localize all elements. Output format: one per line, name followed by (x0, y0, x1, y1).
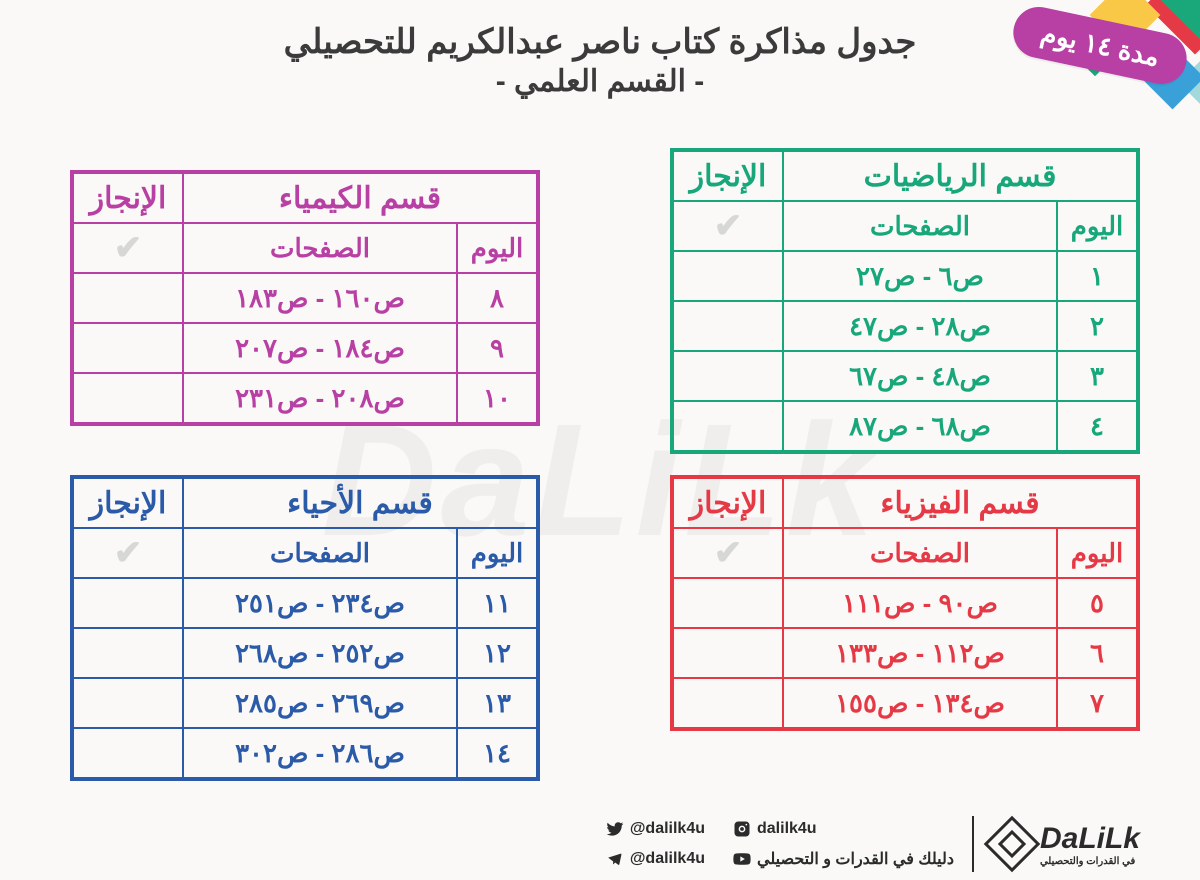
done-cell (673, 401, 783, 451)
table-row: ٧ص١٣٤ - ص١٥٥ (673, 678, 1137, 728)
pages-cell: ص١٨٤ - ص٢٠٧ (183, 323, 457, 373)
done-cell (673, 628, 783, 678)
page-subtitle: - القسم العلمي - (140, 64, 1060, 99)
table-row: ١٠ص٢٠٨ - ص٢٣١ (73, 373, 537, 423)
pages-cell: ص١٣٤ - ص١٥٥ (783, 678, 1057, 728)
day-cell: ١٠ (457, 373, 537, 423)
col-day-label: اليوم (457, 223, 537, 273)
sections-grid: قسم الرياضيات الإنجاز اليوم الصفحات ✔ ١ص… (0, 140, 1200, 794)
table-row: ٦ص١١٢ - ص١٣٣ (673, 628, 1137, 678)
done-cell (673, 578, 783, 628)
day-cell: ٥ (1057, 578, 1137, 628)
col-done-label: الإنجاز (73, 173, 183, 223)
table-row: ٥ص٩٠ - ص١١١ (673, 578, 1137, 628)
pages-cell: ص٢٨٦ - ص٣٠٢ (183, 728, 457, 778)
pages-cell: ص١٦٠ - ص١٨٣ (183, 273, 457, 323)
col-day-label: اليوم (457, 528, 537, 578)
pages-cell: ص٤٨ - ص٦٧ (783, 351, 1057, 401)
pages-cell: ص٢٣٤ - ص٢٥١ (183, 578, 457, 628)
col-day-label: اليوم (1057, 528, 1137, 578)
check-icon: ✔ (673, 528, 783, 578)
table-row: ١١ص٢٣٤ - ص٢٥١ (73, 578, 537, 628)
done-cell (73, 678, 183, 728)
table-row: ٢ص٢٨ - ص٤٧ (673, 301, 1137, 351)
done-cell (73, 273, 183, 323)
col-done-label: الإنجاز (73, 478, 183, 528)
pages-cell: ص٦ - ص٢٧ (783, 251, 1057, 301)
pages-cell: ص٩٠ - ص١١١ (783, 578, 1057, 628)
table-row: ٣ص٤٨ - ص٦٧ (673, 351, 1137, 401)
social-telegram: @dalilk4u (606, 847, 705, 871)
instagram-icon (733, 820, 751, 838)
table-row: ٨ص١٦٠ - ص١٨٣ (73, 273, 537, 323)
col-done-label: الإنجاز (673, 478, 783, 528)
pages-cell: ص١١٢ - ص١٣٣ (783, 628, 1057, 678)
day-cell: ٦ (1057, 628, 1137, 678)
pages-cell: ص٢٨ - ص٤٧ (783, 301, 1057, 351)
done-cell (673, 351, 783, 401)
section-math-title: قسم الرياضيات (783, 151, 1137, 201)
page-title: جدول مذاكرة كتاب ناصر عبدالكريم للتحصيلي (140, 22, 1060, 62)
section-chemistry: قسم الكيمياء الإنجاز اليوم الصفحات ✔ ٨ص١… (70, 170, 540, 426)
col-pages-label: الصفحات (183, 223, 457, 273)
section-physics: قسم الفيزياء الإنجاز اليوم الصفحات ✔ ٥ص٩… (670, 475, 1140, 731)
col-pages-label: الصفحات (183, 528, 457, 578)
logo-subtext: في القدرات والتحصيلي (1040, 856, 1140, 867)
done-cell (73, 373, 183, 423)
pages-cell: ص٢٠٨ - ص٢٣١ (183, 373, 457, 423)
day-cell: ٨ (457, 273, 537, 323)
section-physics-title: قسم الفيزياء (783, 478, 1137, 528)
pages-cell: ص٢٥٢ - ص٢٦٨ (183, 628, 457, 678)
section-biology: قسم الأحياء الإنجاز اليوم الصفحات ✔ ١١ص٢… (70, 475, 540, 781)
youtube-icon (733, 850, 751, 868)
logo-mark-icon (984, 816, 1041, 873)
day-cell: ٤ (1057, 401, 1137, 451)
col-pages-label: الصفحات (783, 528, 1057, 578)
section-chemistry-title: قسم الكيمياء (183, 173, 537, 223)
done-cell (673, 301, 783, 351)
section-biology-title: قسم الأحياء (183, 478, 537, 528)
table-row: ١٣ص٢٦٩ - ص٢٨٥ (73, 678, 537, 728)
day-cell: ١ (1057, 251, 1137, 301)
col-day-label: اليوم (1057, 201, 1137, 251)
day-cell: ٧ (1057, 678, 1137, 728)
day-cell: ٣ (1057, 351, 1137, 401)
day-cell: ١١ (457, 578, 537, 628)
pages-cell: ص٢٦٩ - ص٢٨٥ (183, 678, 457, 728)
check-icon: ✔ (73, 528, 183, 578)
footer: DaLiLk في القدرات والتحصيلي @dalilk4u da… (0, 816, 1200, 872)
done-cell (73, 628, 183, 678)
col-pages-label: الصفحات (783, 201, 1057, 251)
done-cell (673, 251, 783, 301)
pages-cell: ص٦٨ - ص٨٧ (783, 401, 1057, 451)
day-cell: ٢ (1057, 301, 1137, 351)
day-cell: ١٣ (457, 678, 537, 728)
col-done-label: الإنجاز (673, 151, 783, 201)
done-cell (73, 323, 183, 373)
table-row: ٤ص٦٨ - ص٨٧ (673, 401, 1137, 451)
done-cell (73, 578, 183, 628)
table-row: ١٢ص٢٥٢ - ص٢٦٨ (73, 628, 537, 678)
day-cell: ٩ (457, 323, 537, 373)
done-cell (73, 728, 183, 778)
day-cell: ١٢ (457, 628, 537, 678)
section-math: قسم الرياضيات الإنجاز اليوم الصفحات ✔ ١ص… (670, 148, 1140, 454)
brand-logo: DaLiLk في القدرات والتحصيلي (972, 816, 1140, 872)
day-cell: ١٤ (457, 728, 537, 778)
check-icon: ✔ (73, 223, 183, 273)
social-instagram: dalilk4u (733, 817, 954, 841)
check-icon: ✔ (673, 201, 783, 251)
social-links: @dalilk4u dalilk4u @dalilk4u دليلك في ال… (606, 817, 954, 871)
social-twitter: @dalilk4u (606, 817, 705, 841)
done-cell (673, 678, 783, 728)
table-row: ١٤ص٢٨٦ - ص٣٠٢ (73, 728, 537, 778)
telegram-icon (606, 850, 624, 868)
logo-text: DaLiLk (1040, 822, 1140, 855)
table-row: ٩ص١٨٤ - ص٢٠٧ (73, 323, 537, 373)
twitter-icon (606, 820, 624, 838)
social-youtube: دليلك في القدرات و التحصيلي (733, 847, 954, 871)
table-row: ١ص٦ - ص٢٧ (673, 251, 1137, 301)
